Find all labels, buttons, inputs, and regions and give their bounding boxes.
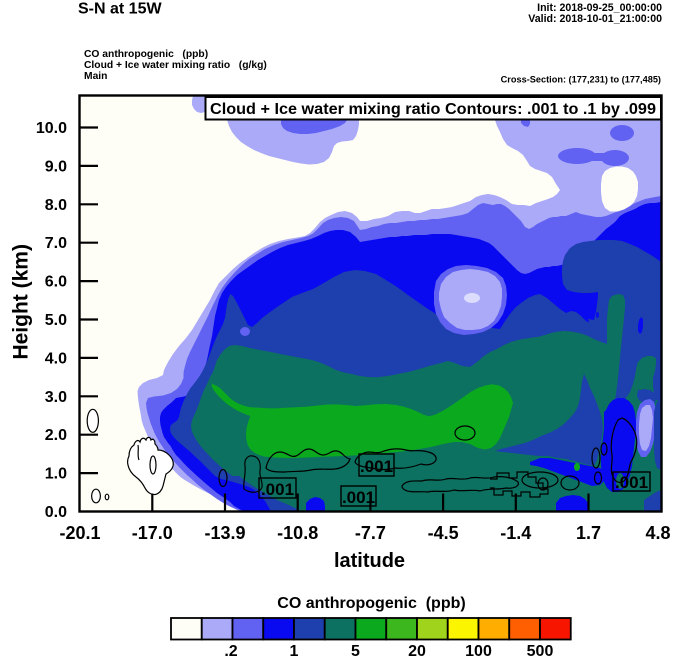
svg-text:500: 500 xyxy=(527,643,554,660)
svg-text:CO anthropogenic (ppb): CO anthropogenic (ppb) xyxy=(84,49,208,60)
svg-text:3.0: 3.0 xyxy=(45,389,67,406)
svg-text:Cross-Section: (177,231) to (1: Cross-Section: (177,231) to (177,485) xyxy=(501,75,661,85)
svg-text:4.0: 4.0 xyxy=(45,350,67,367)
svg-text:2.0: 2.0 xyxy=(45,427,67,444)
svg-text:CO anthropogenic (ppb): CO anthropogenic (ppb) xyxy=(277,595,465,612)
svg-text:6.0: 6.0 xyxy=(45,274,67,291)
svg-text:5: 5 xyxy=(351,643,360,660)
svg-text:1.7: 1.7 xyxy=(576,523,601,543)
svg-text:S-N at 15W: S-N at 15W xyxy=(78,1,162,18)
svg-text:latitude: latitude xyxy=(334,550,405,572)
svg-text:-13.9: -13.9 xyxy=(204,523,245,543)
svg-text:.001: .001 xyxy=(615,473,648,492)
svg-text:Init: 2018-09-25_00:00:00: Init: 2018-09-25_00:00:00 xyxy=(537,2,662,14)
svg-text:-17.0: -17.0 xyxy=(132,523,173,543)
svg-text:.2: .2 xyxy=(224,643,237,660)
svg-text:4.8: 4.8 xyxy=(645,523,670,543)
svg-text:-10.8: -10.8 xyxy=(277,523,318,543)
svg-text:.001: .001 xyxy=(360,457,393,476)
svg-text:1.0: 1.0 xyxy=(45,466,67,483)
svg-text:.001: .001 xyxy=(261,480,294,499)
svg-text:-1.4: -1.4 xyxy=(500,523,531,543)
svg-text:10.0: 10.0 xyxy=(36,120,67,137)
svg-text:-4.5: -4.5 xyxy=(428,523,459,543)
svg-text:Height (km): Height (km) xyxy=(10,244,33,360)
svg-text:-20.1: -20.1 xyxy=(59,523,100,543)
svg-text:1: 1 xyxy=(290,643,299,660)
svg-text:Cloud + Ice water mixing ratio: Cloud + Ice water mixing ratio Contours:… xyxy=(210,101,656,118)
svg-text:Valid: 2018-10-01_21:00:00: Valid: 2018-10-01_21:00:00 xyxy=(528,13,662,25)
svg-text:9.0: 9.0 xyxy=(45,158,67,175)
svg-text:7.0: 7.0 xyxy=(45,235,67,252)
svg-text:0.0: 0.0 xyxy=(45,504,67,521)
svg-text:-7.7: -7.7 xyxy=(355,523,386,543)
svg-text:.001: .001 xyxy=(342,488,375,507)
svg-text:Cloud + Ice water mixing ratio: Cloud + Ice water mixing ratio (g/kg) xyxy=(84,60,267,71)
svg-text:20: 20 xyxy=(408,643,426,660)
svg-text:8.0: 8.0 xyxy=(45,197,67,214)
svg-text:100: 100 xyxy=(465,643,492,660)
svg-text:Main: Main xyxy=(84,71,107,82)
svg-text:5.0: 5.0 xyxy=(45,312,67,329)
